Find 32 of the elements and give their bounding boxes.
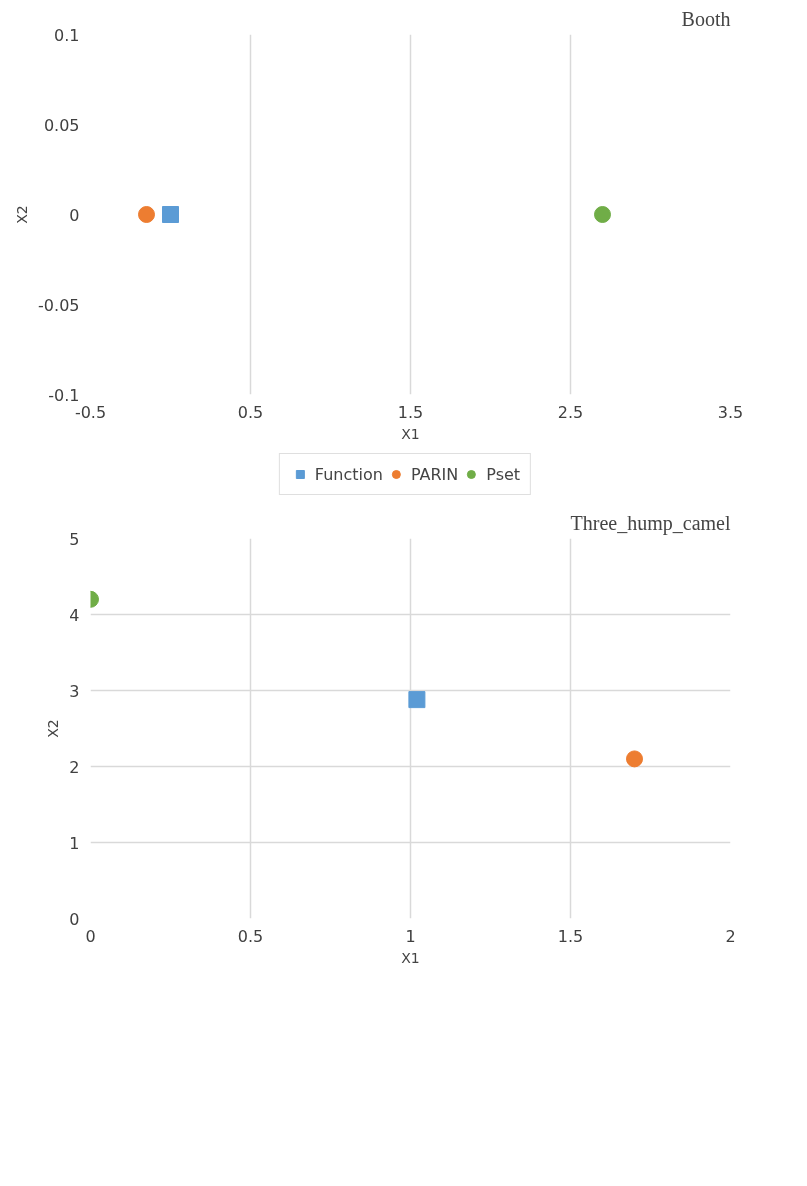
y-tick-label: 0.1 [54,25,80,45]
x-tick-label: 0 [85,926,96,946]
y-tick-label: 1 [69,833,80,853]
y-tick-label: -0.05 [38,295,80,315]
y-axis-title: X2 [45,719,62,738]
x-tick-label: 1.5 [397,402,424,422]
y-tick-label: 0.05 [43,115,80,135]
y-tick-label: 4 [69,605,80,625]
x-tick-label: 1.5 [557,926,584,946]
x-tick-label: 3.5 [717,402,744,422]
y-tick-label: -0.1 [48,385,80,405]
y-tick-label: 0 [69,909,80,929]
legend-label: PARIN [410,464,459,484]
x-tick-label: 2 [725,926,736,946]
chart-title: Booth [681,7,731,30]
x-tick-label: 0.5 [237,926,264,946]
y-tick-label: 5 [69,529,80,549]
y-tick-label: 2 [69,757,80,777]
y-tick-label: 3 [69,681,80,701]
y-axis-title: X2 [14,205,31,224]
x-axis-title: X1 [401,425,420,442]
chart-title: Three_hump_camel [570,511,731,535]
x-tick-label: 0.5 [237,402,264,422]
x-tick-label: 1 [405,926,416,946]
y-tick-label: 0 [69,205,80,225]
x-tick-label: 2.5 [557,402,584,422]
legend-label: Function [314,464,383,484]
x-tick-label: -0.5 [74,402,107,422]
point [626,750,643,768]
x-axis-title: X1 [401,949,420,966]
point [408,691,426,709]
legend-label: Pset [486,464,521,484]
